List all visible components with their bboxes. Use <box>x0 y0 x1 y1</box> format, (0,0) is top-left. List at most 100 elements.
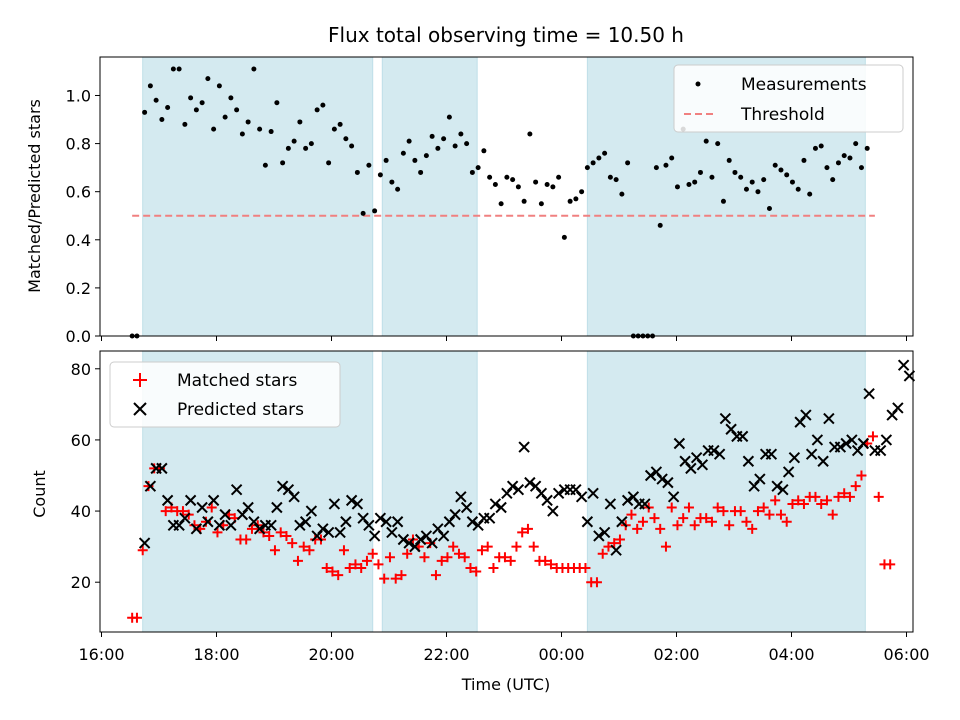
matched-star-point <box>448 541 459 552</box>
y-tick-label: 0.8 <box>66 135 91 154</box>
predicted-star-point <box>345 494 358 507</box>
predicted-star-point <box>449 508 461 521</box>
y-tick-label: 20 <box>71 573 91 592</box>
measurement-point <box>176 66 182 72</box>
y-tick-label: 0.4 <box>66 231 91 250</box>
measurement-point <box>703 138 709 144</box>
predicted-star-point <box>391 516 404 528</box>
matched-star-point <box>292 555 303 566</box>
measurement-point <box>864 145 870 151</box>
measurement-point <box>308 141 314 147</box>
x-axis-label: Time (UTC) <box>461 675 550 694</box>
bottom-y-ticks: 20 40 60 80 <box>71 360 100 592</box>
measurement-point <box>663 162 669 168</box>
measurement-point <box>400 150 406 156</box>
top-legend-box <box>673 64 904 133</box>
matched-star-point <box>735 506 746 517</box>
measurement-point <box>205 76 211 82</box>
matched-star-point <box>850 481 861 492</box>
measurement-point <box>527 131 533 137</box>
matched-star-point <box>189 520 200 531</box>
measurement-point <box>366 162 372 168</box>
matched-star-point <box>545 559 556 570</box>
predicted-star-point <box>213 519 226 531</box>
matched-star-point <box>321 562 332 573</box>
predicted-star-point <box>771 480 783 492</box>
predicted-star-point <box>892 402 904 414</box>
matched-star-point <box>856 470 867 481</box>
matched-star-point <box>275 527 286 538</box>
matched-star-point <box>718 506 729 517</box>
measurement-point <box>653 165 659 171</box>
predicted-star-point <box>334 526 346 539</box>
matched-star-point <box>264 530 275 541</box>
matched-star-point <box>770 495 781 506</box>
matched-star-point <box>367 548 378 559</box>
measurement-point <box>561 234 567 240</box>
legend-predicted-label: Predicted stars <box>177 400 304 420</box>
measurement-point <box>795 186 801 192</box>
matched-star-point <box>361 555 372 566</box>
predicted-star-point <box>846 434 858 446</box>
matched-star-point <box>873 491 884 502</box>
chart-title: Flux total observing time = 10.50 h <box>328 23 684 47</box>
x-tick-label: 18:00 <box>193 645 239 664</box>
matched-star-point <box>338 545 349 556</box>
matched-stars-layer <box>127 431 896 623</box>
predicted-stars-layer <box>138 359 916 556</box>
predicted-star-point <box>719 412 732 425</box>
matched-star-point <box>632 523 643 534</box>
predicted-star-point <box>190 523 203 535</box>
matched-star-point <box>758 502 769 513</box>
predicted-star-point <box>811 434 824 446</box>
top-y-axis-label: Matched/Predicted stars <box>25 99 44 293</box>
x-tick-label: 02:00 <box>653 645 699 664</box>
measurement-point <box>732 169 738 175</box>
measurement-point <box>377 172 383 178</box>
shaded-interval <box>381 350 478 633</box>
matched-star-point <box>660 541 671 552</box>
predicted-star-point <box>288 491 300 503</box>
measurement-point <box>784 172 790 178</box>
predicted-star-point <box>437 530 450 542</box>
predicted-star-point <box>294 519 306 531</box>
predicted-star-point <box>512 484 525 496</box>
measurement-point <box>193 107 199 113</box>
predicted-star-point <box>489 498 502 510</box>
predicted-star-point <box>639 498 651 510</box>
measurement-point <box>314 107 320 113</box>
measurement-point <box>418 169 424 175</box>
matched-star-point <box>402 548 413 559</box>
measurement-point <box>761 177 767 183</box>
predicted-star-point <box>518 441 530 453</box>
matched-star-point <box>580 562 591 573</box>
measurement-point <box>674 184 680 190</box>
measurement-point <box>245 119 251 125</box>
measurement-point <box>475 165 481 171</box>
predicted-star-point <box>897 359 910 371</box>
matched-star-point <box>281 530 292 541</box>
predicted-star-point <box>242 501 254 514</box>
matched-star-point <box>396 570 407 581</box>
measurement-point <box>251 66 257 72</box>
top-y-ticks: 0.0 0.2 0.4 0.6 0.8 1.0 <box>66 86 100 346</box>
predicted-star-point <box>587 487 599 499</box>
predicted-star-point <box>604 498 617 510</box>
matched-star-point <box>701 513 712 524</box>
measurement-point <box>818 143 824 149</box>
matched-star-point <box>436 555 447 566</box>
predicted-star-point <box>673 437 686 450</box>
predicted-star-point <box>202 516 214 528</box>
matched-star-point <box>764 509 775 520</box>
predicted-star-point <box>575 491 588 503</box>
measurement-point <box>590 160 596 166</box>
predicted-star-point <box>541 494 553 507</box>
predicted-star-point <box>547 505 559 517</box>
measurement-point <box>331 126 337 132</box>
predicted-star-point <box>863 387 875 400</box>
matched-star-point <box>752 506 763 517</box>
measurement-point <box>521 198 527 204</box>
predicted-star-point <box>230 484 243 496</box>
bottom-y-axis-label: Count <box>30 470 49 518</box>
matched-star-point <box>522 523 533 534</box>
